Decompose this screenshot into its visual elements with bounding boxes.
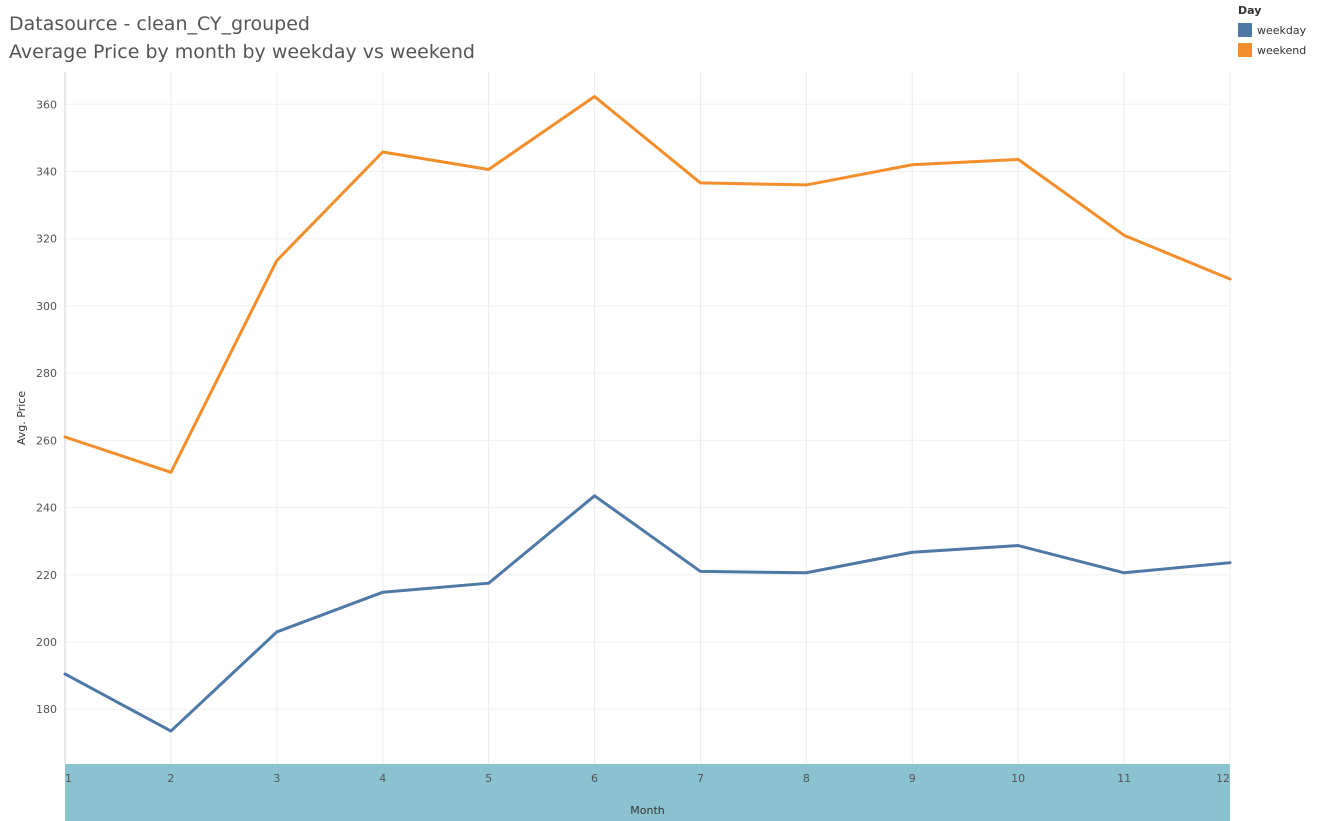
y-tick-label: 200: [36, 636, 57, 649]
series-line-weekend: [63, 95, 1232, 474]
chart-titles: Datasource - clean_CY_grouped Average Pr…: [9, 10, 475, 66]
y-tick-label: 360: [36, 98, 57, 111]
x-tick-label: 11: [1117, 772, 1131, 785]
legend-title: Day: [1238, 4, 1262, 17]
x-axis-band: [65, 764, 1230, 821]
x-tick-label: 3: [273, 772, 280, 785]
x-tick-label: 12: [1216, 772, 1230, 785]
y-tick-label: 280: [36, 367, 57, 380]
x-tick-label: 5: [485, 772, 492, 785]
series-line-weekday: [63, 494, 1232, 733]
x-tick-label: 10: [1011, 772, 1025, 785]
y-tick-label: 340: [36, 165, 57, 178]
legend-item-weekday[interactable]: weekday: [1238, 20, 1306, 40]
chart-subtitle: Average Price by month by weekday vs wee…: [9, 41, 475, 63]
x-axis-title: Month: [630, 804, 665, 817]
legend: Day weekday weekend: [1238, 4, 1306, 60]
legend-item-weekend[interactable]: weekend: [1238, 40, 1306, 60]
datasource-title: Datasource - clean_CY_grouped: [9, 13, 310, 35]
y-tick-label: 180: [36, 703, 57, 716]
y-tick-label: 240: [36, 502, 57, 515]
legend-swatch-weekday: [1238, 23, 1252, 37]
legend-label-weekend: weekend: [1257, 43, 1307, 57]
x-tick-label: 2: [167, 772, 174, 785]
x-tick-label: 1: [65, 772, 72, 785]
legend-label-weekday: weekday: [1257, 23, 1307, 37]
legend-swatch-weekend: [1238, 43, 1252, 57]
y-tick-label: 300: [36, 300, 57, 313]
x-tick-label: 4: [379, 772, 386, 785]
x-tick-label: 8: [803, 772, 810, 785]
y-axis-title: Avg. Price: [15, 391, 28, 445]
y-tick-label: 320: [36, 233, 57, 246]
y-tick-label: 260: [36, 434, 57, 447]
x-tick-label: 7: [697, 772, 704, 785]
y-tick-label: 220: [36, 569, 57, 582]
x-tick-label: 9: [909, 772, 916, 785]
x-tick-label: 6: [591, 772, 598, 785]
